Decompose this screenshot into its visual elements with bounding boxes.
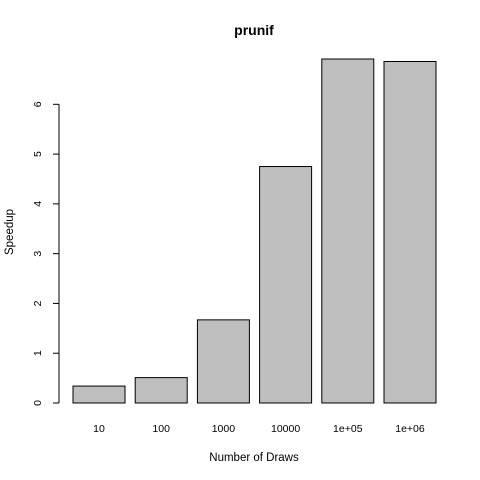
- y-axis: 0 1 2 3 4 5 6: [32, 101, 60, 406]
- bar-1000: [196, 319, 250, 404]
- x-tick-label: 100: [152, 423, 170, 435]
- bar-100: [134, 377, 188, 404]
- x-tick-label: 1e+05: [333, 423, 363, 435]
- bar-10000: [259, 166, 313, 404]
- y-tick-label: 2: [32, 300, 44, 306]
- bars-group: [72, 58, 437, 404]
- bar-10: [72, 385, 126, 404]
- x-tick-label: 1000: [212, 423, 236, 435]
- y-axis-title: Speedup: [4, 209, 16, 255]
- y-tick-label: 3: [32, 251, 44, 257]
- x-tick-label: 10000: [271, 423, 300, 435]
- y-tick-label: 4: [32, 201, 44, 207]
- x-axis-labels: 10 100 1000 10000 1e+05 1e+06: [93, 423, 425, 435]
- y-tick-label: 6: [32, 101, 44, 107]
- bar-1e+05: [321, 58, 375, 404]
- x-tick-label: 10: [93, 423, 105, 435]
- y-tick-label: 1: [32, 350, 44, 356]
- y-tick-label: 0: [32, 400, 44, 406]
- x-axis-title: Number of Draws: [209, 452, 299, 464]
- y-tick-label: 5: [32, 151, 44, 157]
- bar-1e+06: [383, 60, 437, 404]
- chart-title: prunif: [234, 22, 274, 38]
- x-tick-label: 1e+06: [395, 423, 425, 435]
